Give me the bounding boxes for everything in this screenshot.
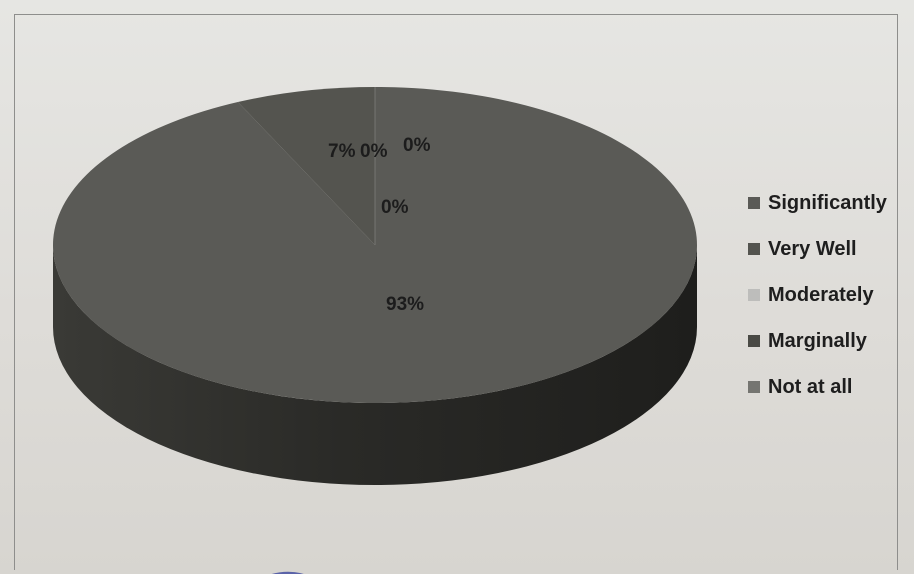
legend-label-not-at-all: Not at all — [768, 375, 853, 398]
stamp-fragment — [271, 571, 305, 574]
legend-item-not-at-all: Not at all — [748, 364, 908, 410]
legend-swatch-not-at-all — [748, 381, 760, 393]
chart-frame — [14, 14, 898, 570]
data-label-significantly: 93% — [386, 294, 424, 315]
legend-swatch-very-well — [748, 243, 760, 255]
pie-side-group — [53, 245, 697, 485]
pie-top-group — [52, 87, 697, 403]
data-label-marginally: 0% — [403, 135, 431, 156]
chart-legend: Significantly Very Well Moderately Margi… — [748, 180, 908, 410]
pie-slice-very-well — [237, 87, 375, 245]
legend-item-marginally: Marginally — [748, 318, 908, 364]
legend-swatch-marginally — [748, 335, 760, 347]
legend-label-marginally: Marginally — [768, 329, 867, 352]
pie-labels-group: 93% 7% 0% 0% 0% — [328, 135, 431, 315]
legend-label-moderately: Moderately — [768, 283, 874, 306]
legend-swatch-significantly — [748, 197, 760, 209]
data-label-moderately: 0% — [360, 141, 388, 162]
legend-item-moderately: Moderately — [748, 272, 908, 318]
legend-item-very-well: Very Well — [748, 226, 908, 272]
data-label-not-at-all: 0% — [381, 197, 409, 218]
data-label-very-well: 7% — [328, 141, 356, 162]
pie-side-wall — [53, 245, 697, 485]
legend-label-very-well: Very Well — [768, 237, 857, 260]
legend-item-significantly: Significantly — [748, 180, 908, 226]
legend-swatch-moderately — [748, 289, 760, 301]
legend-label-significantly: Significantly — [768, 191, 887, 214]
